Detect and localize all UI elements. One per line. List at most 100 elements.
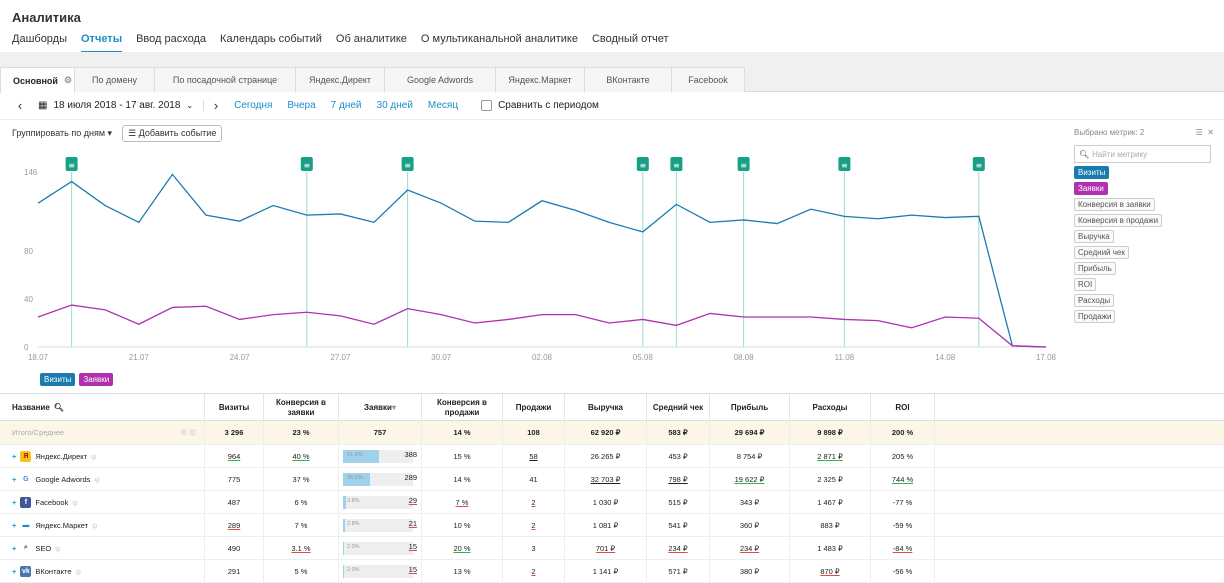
cell-value: 490 xyxy=(228,544,241,553)
cell-value[interactable]: 2 xyxy=(531,567,535,576)
metric-chip[interactable]: Визиты xyxy=(1074,166,1109,179)
cell-value[interactable]: -84 % xyxy=(893,544,913,553)
metric-chip[interactable]: Расходы xyxy=(1074,294,1114,307)
expand-plus-icon[interactable]: + xyxy=(12,452,16,461)
tab-yandex-direct[interactable]: Яндекс.Директ xyxy=(295,67,385,92)
cell-value[interactable]: 744 % xyxy=(892,475,913,484)
legend-leads[interactable]: Заявки xyxy=(79,373,113,386)
close-icon[interactable]: ✕ xyxy=(1207,128,1214,137)
tab-google-adwords[interactable]: Google Adwords xyxy=(384,67,496,92)
y-tick-label: 40 xyxy=(24,295,33,304)
nav-expense-input[interactable]: Ввод расхода xyxy=(136,33,206,53)
column-header[interactable]: Расходы xyxy=(790,394,871,421)
nav-summary-report[interactable]: Сводный отчет xyxy=(592,33,669,53)
leads-value[interactable]: 29 xyxy=(409,496,417,505)
quick-month[interactable]: Месяц xyxy=(428,100,458,111)
expand-plus-icon[interactable]: + xyxy=(12,475,16,484)
metric-chip[interactable]: Выручка xyxy=(1074,230,1114,243)
tab-main[interactable]: Основной⚙ xyxy=(0,67,75,93)
cell-value[interactable]: 2 871 ₽ xyxy=(817,452,843,461)
expand-plus-icon[interactable]: + xyxy=(12,498,16,507)
column-header[interactable]: Заявки ▾ xyxy=(339,394,422,421)
metric-chip[interactable]: Конверсия в продажи xyxy=(1074,214,1162,227)
quick-today[interactable]: Сегодня xyxy=(234,100,272,111)
cell-value[interactable]: 20 % xyxy=(453,544,470,553)
column-header[interactable]: Средний чек xyxy=(647,394,710,421)
nav-about-analytics[interactable]: Об аналитике xyxy=(336,33,407,53)
search-icon[interactable]: 🔍︎ xyxy=(54,403,64,412)
quick-7-days[interactable]: 7 дней xyxy=(331,100,362,111)
cell-value[interactable]: 2 xyxy=(531,498,535,507)
column-header[interactable]: Конверсия в заявки xyxy=(264,394,339,421)
metric-chip[interactable]: Прибыль xyxy=(1074,262,1116,275)
leads-value[interactable]: 15 xyxy=(409,565,417,574)
cell-value[interactable]: 964 xyxy=(228,452,241,461)
column-header[interactable]: Прибыль xyxy=(710,394,790,421)
cell-value[interactable]: 234 ₽ xyxy=(740,544,759,553)
column-header[interactable]: Продажи xyxy=(503,394,565,421)
cell-value[interactable]: 870 ₽ xyxy=(820,567,839,576)
group-by-dropdown[interactable]: Группировать по дням ▾ xyxy=(12,128,112,139)
cell-value[interactable]: 798 ₽ xyxy=(668,475,687,484)
gear-icon[interactable]: ⚙ xyxy=(64,75,72,86)
cell-value[interactable]: 7 % xyxy=(456,498,469,507)
cell-value[interactable]: 19 622 ₽ xyxy=(735,475,765,484)
column-header[interactable]: ROI xyxy=(871,394,935,421)
metric-chip[interactable]: ROI xyxy=(1074,278,1096,291)
add-event-button[interactable]: ☰ Добавить событие xyxy=(122,125,222,142)
nav-multichannel[interactable]: О мультиканальной аналитике xyxy=(421,33,578,53)
fork-icon: ψ xyxy=(94,475,99,484)
cell-value[interactable]: 2 xyxy=(531,521,535,530)
nav-events-calendar[interactable]: Календарь событий xyxy=(220,33,322,53)
column-header-label: ROI xyxy=(895,403,909,412)
column-header[interactable]: Выручка xyxy=(565,394,647,421)
expand-plus-icon[interactable]: + xyxy=(12,544,16,553)
list-icon[interactable]: ☰ xyxy=(1196,128,1203,137)
table-cell: -77 % xyxy=(871,491,935,513)
column-header[interactable]: Название 🔍︎ xyxy=(0,394,205,421)
legend-visits[interactable]: Визиты xyxy=(40,373,75,386)
leads-value[interactable]: 289 xyxy=(404,473,417,482)
nav-reports[interactable]: Отчеты xyxy=(81,33,122,53)
quick-yesterday[interactable]: Вчера xyxy=(287,100,315,111)
compare-label: Сравнить с периодом xyxy=(498,100,599,111)
prev-period-button[interactable]: ‹ xyxy=(8,98,32,113)
nav-dashboards[interactable]: Дашборды xyxy=(12,33,67,53)
cell-value[interactable]: 234 ₽ xyxy=(668,544,687,553)
tab-facebook[interactable]: Facebook xyxy=(671,67,745,92)
leads-value[interactable]: 15 xyxy=(409,542,417,551)
expand-plus-icon[interactable]: + xyxy=(12,567,16,576)
compare-checkbox[interactable] xyxy=(481,100,492,111)
cell-value[interactable]: 3.1 % xyxy=(291,544,310,553)
cell-value[interactable]: 40 % xyxy=(292,452,309,461)
quick-30-days[interactable]: 30 дней xyxy=(377,100,413,111)
tab-yandex-market[interactable]: Яндекс.Маркет xyxy=(495,67,585,92)
metric-search-input[interactable]: 🔍︎Найти метрику xyxy=(1074,145,1211,163)
leads-value[interactable]: 388 xyxy=(404,450,417,459)
metric-chip[interactable]: Продажи xyxy=(1074,310,1115,323)
date-range-picker[interactable]: ▦ 18 июля 2018 - 17 авг. 2018 ⌄ xyxy=(38,100,204,111)
expand-plus-icon[interactable]: + xyxy=(12,521,16,530)
cell-value[interactable]: 32 703 ₽ xyxy=(591,475,621,484)
metric-chip[interactable]: Средний чек xyxy=(1074,246,1129,259)
next-period-button[interactable]: › xyxy=(204,98,228,113)
cell-value[interactable]: 58 xyxy=(529,452,537,461)
settings-icon[interactable]: ⚙ ☰ xyxy=(180,428,196,437)
metric-chip[interactable]: Конверсия в заявки xyxy=(1074,198,1155,211)
column-header[interactable]: Конверсия в продажи xyxy=(422,394,503,421)
tab-by-landing[interactable]: По посадочной странице xyxy=(154,67,296,92)
cell-value[interactable]: 289 xyxy=(228,521,241,530)
x-tick-label: 17.08 xyxy=(1036,353,1057,362)
tab-by-domain[interactable]: По домену xyxy=(74,67,155,92)
leads-value[interactable]: 21 xyxy=(409,519,417,528)
column-header[interactable]: Визиты xyxy=(205,394,264,421)
cell-value[interactable]: 701 ₽ xyxy=(596,544,615,553)
tab-vkontakte[interactable]: ВКонтакте xyxy=(584,67,672,92)
metric-chip[interactable]: Заявки xyxy=(1074,182,1108,195)
